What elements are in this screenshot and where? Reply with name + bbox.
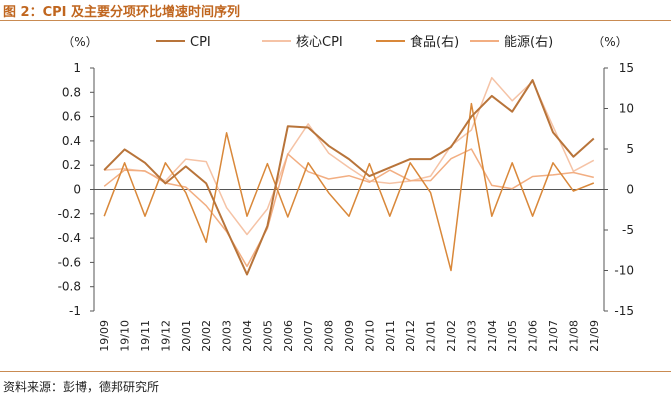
- x-tick-label: 20/12: [404, 320, 417, 352]
- series-line-4: [103, 148, 594, 268]
- x-tick-label: 19/09: [98, 320, 111, 352]
- x-tick-label: 21/01: [425, 320, 438, 352]
- legend-label: 食品(右): [410, 34, 459, 50]
- left-axis-unit-label: （%）: [62, 35, 97, 49]
- right-axis-unit-label: （%）: [592, 35, 627, 49]
- x-tick-label: 21/04: [486, 320, 499, 352]
- x-tick-label: 20/03: [221, 320, 234, 352]
- right-tick-label: -10: [614, 264, 634, 278]
- x-tick-label: 21/03: [465, 320, 478, 352]
- left-tick-label: -1: [69, 304, 81, 318]
- line-chart: （%） （%） CPI 核心CPI 食品(右) 能源(右) 1 0.8 0.6 0.4 0.2…: [58, 34, 634, 352]
- x-tick-label: 20/09: [343, 320, 356, 352]
- left-tick-label: -0.2: [58, 207, 81, 221]
- left-tick-label: 0: [73, 183, 81, 197]
- x-tick-label: 21/06: [527, 320, 540, 352]
- right-tick-label: 5: [626, 142, 634, 156]
- left-tick-label: 0.8: [62, 85, 81, 99]
- x-tick-label: 21/02: [445, 320, 458, 352]
- legend-label: CPI: [190, 35, 211, 50]
- x-tick-label: 20/04: [241, 320, 254, 352]
- legend-label: 能源(右): [504, 35, 553, 50]
- series-line-2: [104, 76, 595, 236]
- x-tick-label: 21/05: [506, 320, 519, 352]
- x-tick-label: 21/08: [567, 320, 580, 352]
- right-tick-label: 0: [626, 183, 634, 197]
- right-tick-label: 15: [619, 61, 634, 75]
- x-tick-label: 20/05: [261, 320, 274, 352]
- x-tick-label: 19/12: [159, 320, 172, 352]
- x-tick-label: 20/08: [323, 320, 336, 352]
- right-tick-label: -15: [614, 304, 634, 318]
- left-tick-label: 0.6: [62, 110, 81, 124]
- series-line-1: [103, 79, 595, 276]
- figure-title: 图 2：CPI 及主要分项环比增速时间序列: [3, 5, 241, 20]
- footer-rule: [0, 371, 671, 372]
- left-tick-label: -0.4: [58, 231, 81, 245]
- series-line-3: [103, 102, 595, 272]
- title-rule: [0, 20, 671, 21]
- chart-legend: CPI 核心CPI 食品(右) 能源(右): [156, 34, 553, 50]
- chart-series: [103, 76, 595, 276]
- chart-axes: 1 0.8 0.6 0.4 0.2 0 -0.2 -0.4 -0.6 -0.8 -1 15 10 5 0 -5…: [58, 61, 634, 352]
- x-tick-label: 20/06: [282, 320, 295, 352]
- x-tick-label: 19/10: [119, 320, 132, 352]
- x-tick-label: 20/07: [302, 320, 315, 352]
- right-tick-label: -5: [622, 223, 634, 237]
- x-tick-label: 20/02: [200, 320, 213, 352]
- x-tick-label: 21/09: [588, 320, 601, 352]
- left-tick-label: 0.2: [62, 158, 81, 172]
- source-note: 资料来源：彭博，德邦研究所: [3, 380, 160, 394]
- right-tick-label: 10: [619, 102, 634, 116]
- x-tick-label: 20/10: [363, 320, 376, 352]
- x-tick-label: 20/01: [180, 320, 193, 352]
- x-tick-label: 19/11: [139, 320, 152, 352]
- legend-label: 核心CPI: [296, 35, 343, 50]
- left-tick-label: 1: [73, 61, 81, 75]
- x-tick-label: 20/11: [384, 320, 397, 352]
- left-tick-label: 0.4: [62, 134, 81, 148]
- left-tick-label: -0.8: [58, 280, 81, 294]
- left-tick-label: -0.6: [58, 255, 81, 269]
- x-tick-label: 21/07: [547, 320, 560, 352]
